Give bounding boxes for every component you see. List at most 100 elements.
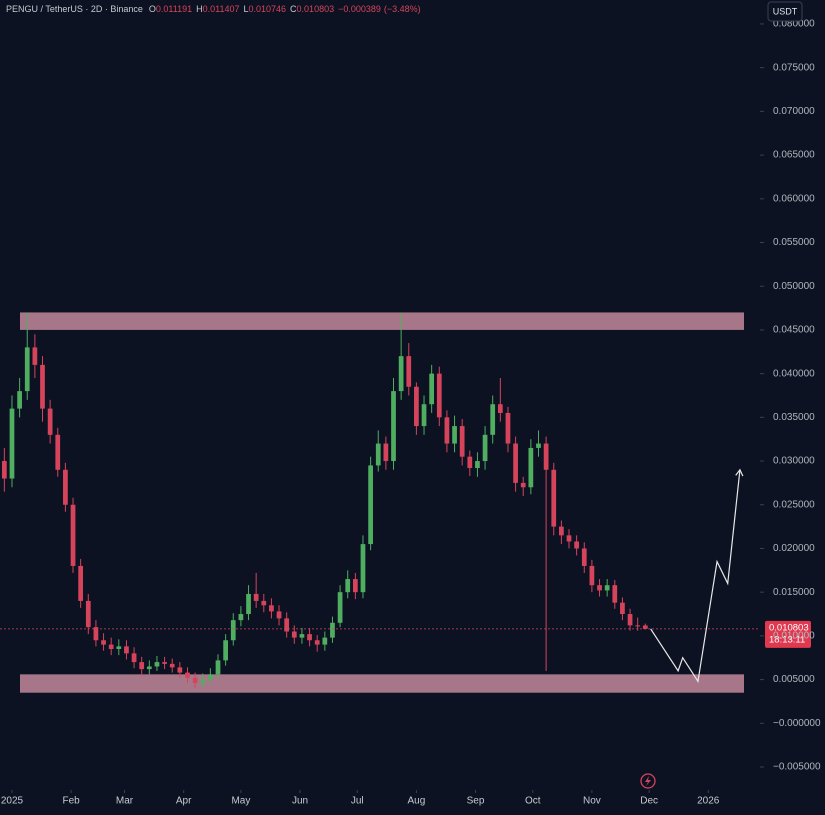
y-tick-label: 0.015000 bbox=[773, 587, 815, 598]
candle-body bbox=[108, 644, 114, 649]
candle-body bbox=[505, 412, 511, 444]
candle-body bbox=[261, 600, 267, 606]
change: −0.000389 bbox=[338, 4, 381, 14]
field-value: 0.011407 bbox=[203, 4, 240, 14]
x-tick-label: Sep bbox=[467, 796, 485, 807]
y-tick-label: 0.030000 bbox=[773, 456, 815, 467]
x-tick-label: Feb bbox=[62, 796, 80, 807]
candle-body bbox=[612, 585, 618, 603]
y-tick-label: 0.045000 bbox=[773, 325, 815, 336]
zones bbox=[20, 312, 744, 693]
candle-body bbox=[375, 443, 381, 466]
candle-body bbox=[299, 634, 305, 638]
candle-body bbox=[146, 666, 152, 670]
candle-body bbox=[482, 434, 488, 462]
x-tick-label: 2026 bbox=[697, 796, 720, 807]
candle-body bbox=[269, 605, 274, 612]
y-tick-label: 0.040000 bbox=[773, 368, 815, 379]
candle-body bbox=[63, 469, 68, 505]
x-tick-label: Oct bbox=[525, 796, 541, 807]
candle-body bbox=[536, 443, 541, 448]
candle-body bbox=[253, 593, 259, 601]
candle-body bbox=[452, 426, 457, 444]
header: PENGU / TetherUS · 2D · Binance O0.011191… bbox=[6, 4, 421, 14]
candle-body bbox=[581, 548, 587, 566]
candle-body bbox=[330, 622, 335, 638]
x-tick-label: Jun bbox=[292, 796, 308, 807]
candle-body bbox=[589, 565, 595, 586]
candle-body bbox=[345, 579, 351, 593]
candle-body bbox=[24, 347, 30, 392]
projection-arrowhead bbox=[735, 468, 744, 477]
candle-body bbox=[574, 541, 580, 549]
candle-body bbox=[520, 482, 526, 488]
projection-path bbox=[650, 469, 741, 683]
candle-body bbox=[177, 667, 183, 673]
y-tick-label: 0.070000 bbox=[773, 106, 815, 117]
y-tick-label: 0.080000 bbox=[773, 19, 815, 30]
candle-body bbox=[528, 447, 534, 488]
symbol: PENGU / TetherUS · 2D · Binance bbox=[6, 4, 143, 14]
candle-body bbox=[116, 646, 122, 649]
field-name: C bbox=[290, 4, 297, 14]
candle-body bbox=[230, 620, 236, 641]
candle-body bbox=[47, 408, 53, 435]
lightning-icon[interactable] bbox=[640, 773, 656, 789]
currency-button[interactable] bbox=[767, 1, 803, 22]
candle-body bbox=[185, 672, 190, 678]
y-tick-label: 0.025000 bbox=[773, 499, 815, 510]
field-name: H bbox=[196, 4, 203, 14]
candle-body bbox=[398, 356, 404, 392]
candle-body bbox=[9, 408, 15, 479]
y-tick-label: 0.010000 bbox=[773, 631, 815, 642]
x-tick-label: 2025 bbox=[1, 796, 24, 807]
field-name: L bbox=[243, 4, 248, 14]
candle-body bbox=[208, 674, 213, 680]
icon-bolt[interactable] bbox=[645, 776, 651, 786]
candles bbox=[1, 312, 648, 689]
candle-body bbox=[17, 391, 22, 409]
currency-label[interactable]: USDT bbox=[773, 6, 798, 16]
candle-body bbox=[139, 662, 145, 670]
change-pct: (−3.48%) bbox=[384, 4, 421, 14]
candle-body bbox=[467, 456, 473, 469]
candle-body bbox=[597, 585, 602, 591]
candle-body bbox=[436, 373, 442, 418]
x-tick-label: Aug bbox=[407, 796, 425, 807]
y-tick-label: 0.065000 bbox=[773, 150, 815, 161]
candle-body bbox=[246, 593, 251, 615]
candle-body bbox=[383, 443, 389, 462]
candle-body bbox=[406, 356, 412, 387]
candle-body bbox=[459, 426, 465, 457]
candle-body bbox=[215, 660, 221, 675]
candle-body bbox=[131, 653, 137, 663]
field-value: 0.010803 bbox=[297, 4, 335, 14]
candle-body bbox=[368, 465, 373, 545]
price-tag bbox=[765, 620, 811, 648]
y-tick-label: 0.035000 bbox=[773, 412, 815, 423]
candle-body bbox=[314, 640, 320, 645]
y-tick-label: 0.055000 bbox=[773, 237, 815, 248]
candle-body bbox=[1, 461, 7, 479]
zone bbox=[20, 312, 744, 330]
x-tick-label: Apr bbox=[176, 796, 192, 807]
candle-body bbox=[642, 625, 648, 629]
field-name: O bbox=[149, 4, 156, 14]
candle-body bbox=[604, 585, 610, 591]
candle-body bbox=[223, 640, 228, 661]
candle-body bbox=[627, 614, 633, 626]
candle-body bbox=[192, 677, 198, 684]
price-label: 0.010803 bbox=[769, 622, 809, 633]
candle-body bbox=[93, 627, 99, 641]
candle-body bbox=[32, 347, 38, 365]
candle-body bbox=[551, 469, 557, 527]
candle-body bbox=[391, 391, 396, 462]
candle-body bbox=[497, 404, 503, 413]
y-tick-label: 0.050000 bbox=[773, 281, 815, 292]
candle-body bbox=[322, 637, 328, 645]
icon-ring[interactable] bbox=[640, 773, 656, 789]
candle-body bbox=[635, 625, 641, 627]
